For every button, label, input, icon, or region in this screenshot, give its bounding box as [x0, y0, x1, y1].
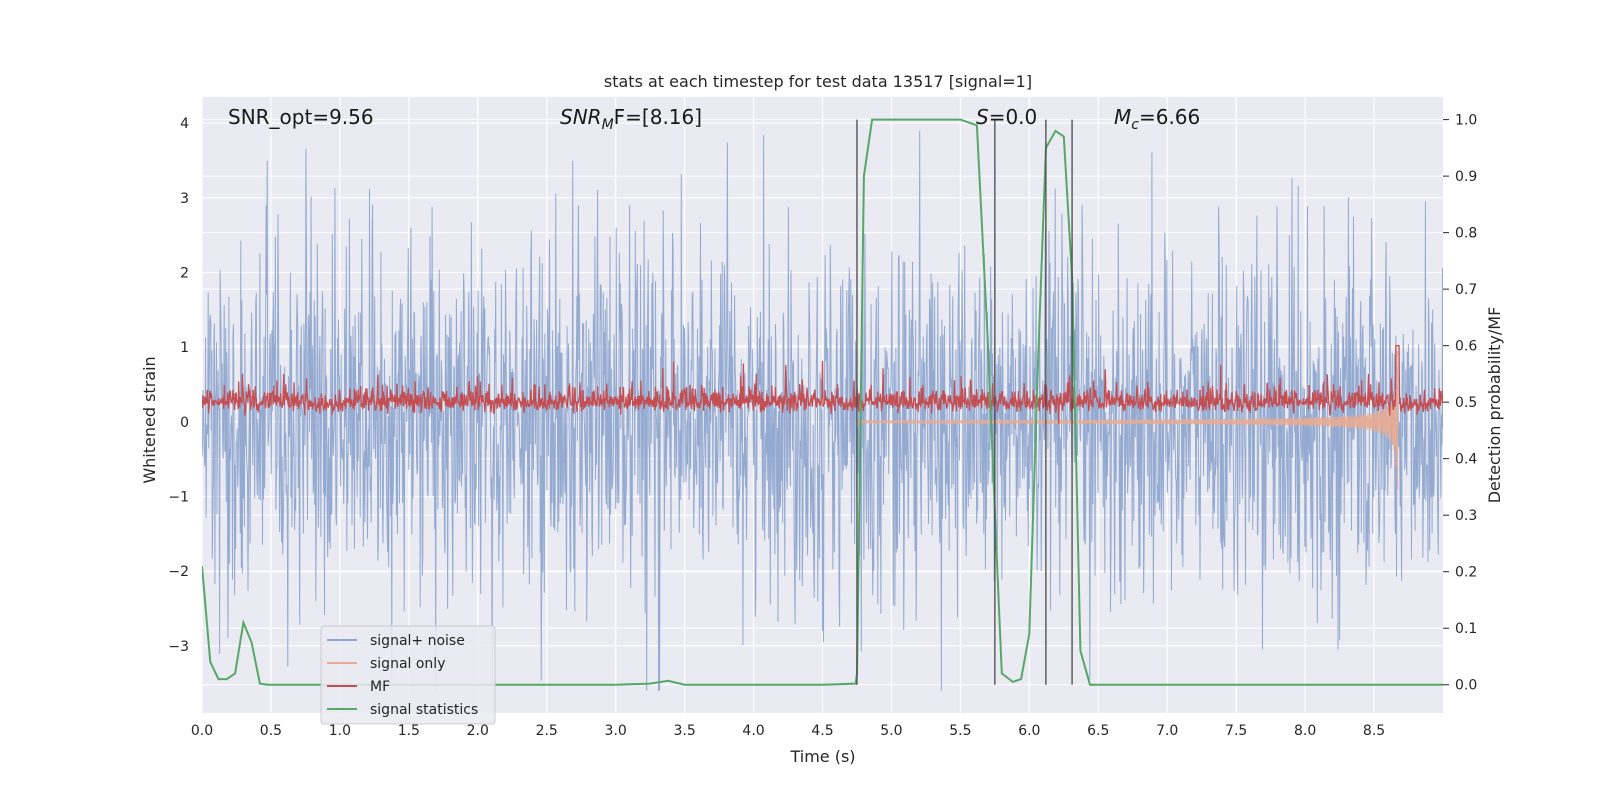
y-left-tick-label: 1 — [180, 340, 189, 356]
annotation-snr-mf-main: SNR — [560, 105, 602, 129]
y-left-tick-label: −2 — [168, 564, 189, 580]
annotation-snr-mf: SNRMF=[8.16] — [560, 105, 702, 133]
x-tick-label: 4.0 — [742, 723, 764, 739]
x-tick-label: 3.5 — [673, 723, 695, 739]
legend-label-signal-statistics: signal statistics — [370, 702, 478, 718]
x-tick-label: 6.0 — [1018, 723, 1040, 739]
x-tick-label: 7.5 — [1225, 723, 1247, 739]
vertical-marker-lines — [856, 119, 1073, 685]
x-tick-label: 1.5 — [398, 723, 420, 739]
legend-label-signal-only: signal only — [370, 656, 445, 672]
annotation-s-main: S — [976, 105, 989, 129]
y-axis-label-left: Whitened strain — [140, 356, 159, 483]
y-left-tick-label: 4 — [180, 116, 189, 132]
x-tick-label: 2.0 — [467, 723, 489, 739]
x-tick-label: 7.0 — [1156, 723, 1178, 739]
series-signal-noise — [202, 130, 1443, 691]
annotation-snr-mf-sub: M — [602, 117, 614, 133]
y-right-tick-label: 0.1 — [1455, 621, 1477, 637]
y-axis-label-right: Detection probability/MF — [1485, 307, 1504, 504]
series-mf — [202, 345, 1443, 424]
y-left-tick-label: −3 — [168, 639, 189, 655]
x-tick-label: 6.5 — [1087, 723, 1109, 739]
x-tick-label: 0.5 — [260, 723, 282, 739]
annotation-s: S=0.0 — [976, 105, 1037, 129]
legend: signal+ noise signal only MF signal stat… — [320, 625, 496, 725]
x-tick-label: 5.5 — [949, 723, 971, 739]
annotation-snr-mf-rest: F=[8.16] — [614, 105, 702, 129]
x-tick-label: 1.0 — [329, 723, 351, 739]
y-right-tick-label: 0.2 — [1455, 565, 1477, 581]
x-tick-label: 8.5 — [1363, 723, 1385, 739]
x-tick-label: 8.0 — [1294, 723, 1316, 739]
y-right-tick-label: 0.3 — [1455, 508, 1477, 524]
annotation-mc: Mc=6.66 — [1114, 105, 1200, 133]
x-axis-label: Time (s) — [789, 747, 855, 766]
y-right-tick-label: 0.9 — [1455, 169, 1477, 185]
annotation-mc-rest: =6.66 — [1139, 105, 1200, 129]
x-tick-label: 3.0 — [605, 723, 627, 739]
legend-label-mf: MF — [370, 679, 390, 695]
y-left-tick-label: 3 — [180, 191, 189, 207]
y-right-tick-label: 0.0 — [1455, 678, 1477, 694]
legend-label-signal-noise: signal+ noise — [370, 633, 465, 649]
x-tick-label: 5.0 — [880, 723, 902, 739]
annotation-snr-opt: SNR_opt=9.56 — [228, 105, 374, 129]
y-right-tick-label: 0.7 — [1455, 282, 1477, 298]
y-right-tick-label: 0.5 — [1455, 395, 1477, 411]
annotation-mc-main: M — [1114, 105, 1131, 129]
x-tick-label: 2.5 — [536, 723, 558, 739]
chart-title: stats at each timestep for test data 135… — [604, 72, 1032, 91]
legend-box — [320, 625, 496, 725]
annotation-mc-sub: c — [1131, 117, 1139, 133]
series-layer — [202, 118, 1443, 691]
y-left-tick-label: −1 — [168, 489, 189, 505]
y-right-tick-label: 0.4 — [1455, 452, 1477, 468]
series-signal-only — [856, 350, 1399, 490]
y-right-tick-label: 0.6 — [1455, 339, 1477, 355]
x-tick-label: 0.0 — [191, 723, 213, 739]
y-right-tick-label: 1.0 — [1455, 113, 1477, 129]
axis-ticks: 0.0 0.5 1.0 1.5 2.0 2.5 3.0 3.5 4.0 4.5 5.0 5.5 6.0 6… — [168, 113, 1477, 739]
y-right-tick-label: 0.8 — [1455, 226, 1477, 242]
y-left-tick-label: 2 — [180, 265, 189, 281]
annotation-s-rest: =0.0 — [989, 105, 1038, 129]
y-left-tick-label: 0 — [180, 415, 189, 431]
series-signal-statistics — [202, 118, 1443, 686]
x-tick-label: 4.5 — [811, 723, 833, 739]
